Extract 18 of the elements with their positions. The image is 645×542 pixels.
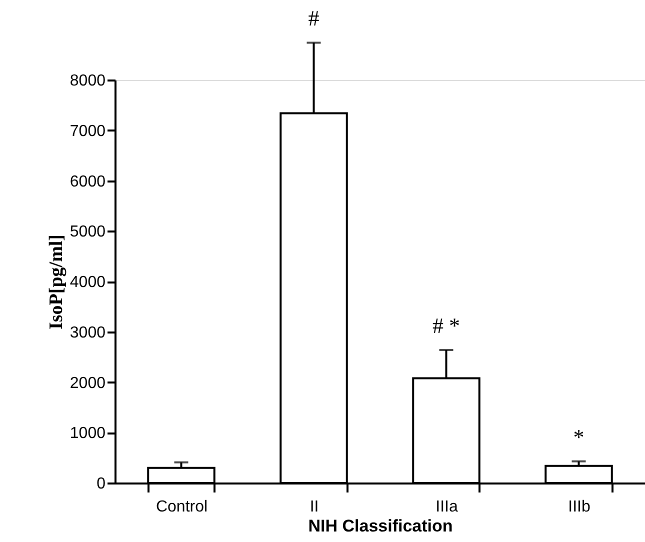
- annotation: #: [308, 6, 320, 31]
- y-tick-label: 4000: [70, 274, 106, 291]
- y-tick-label: 2000: [70, 374, 106, 392]
- y-tick-label: 7000: [70, 122, 106, 140]
- y-tick-label: 5000: [70, 224, 106, 241]
- x-axis-title: NIH Classification: [308, 516, 453, 536]
- y-tick-label: 1000: [70, 425, 106, 442]
- x-tick-label: Control: [156, 498, 208, 516]
- y-tick-label: 3000: [70, 324, 106, 342]
- y-tick-label: 6000: [70, 173, 106, 190]
- annotation: # *: [432, 313, 460, 338]
- x-tick-label: II: [310, 498, 319, 516]
- x-tick-label: IIIb: [568, 498, 590, 516]
- y-tick-label: 8000: [70, 72, 106, 90]
- y-tick-label: 0: [96, 476, 106, 492]
- y-axis-title: IsoP[pg/ml]: [46, 234, 67, 330]
- x-tick-label: IIIa: [436, 498, 458, 516]
- annotation: *: [573, 424, 584, 450]
